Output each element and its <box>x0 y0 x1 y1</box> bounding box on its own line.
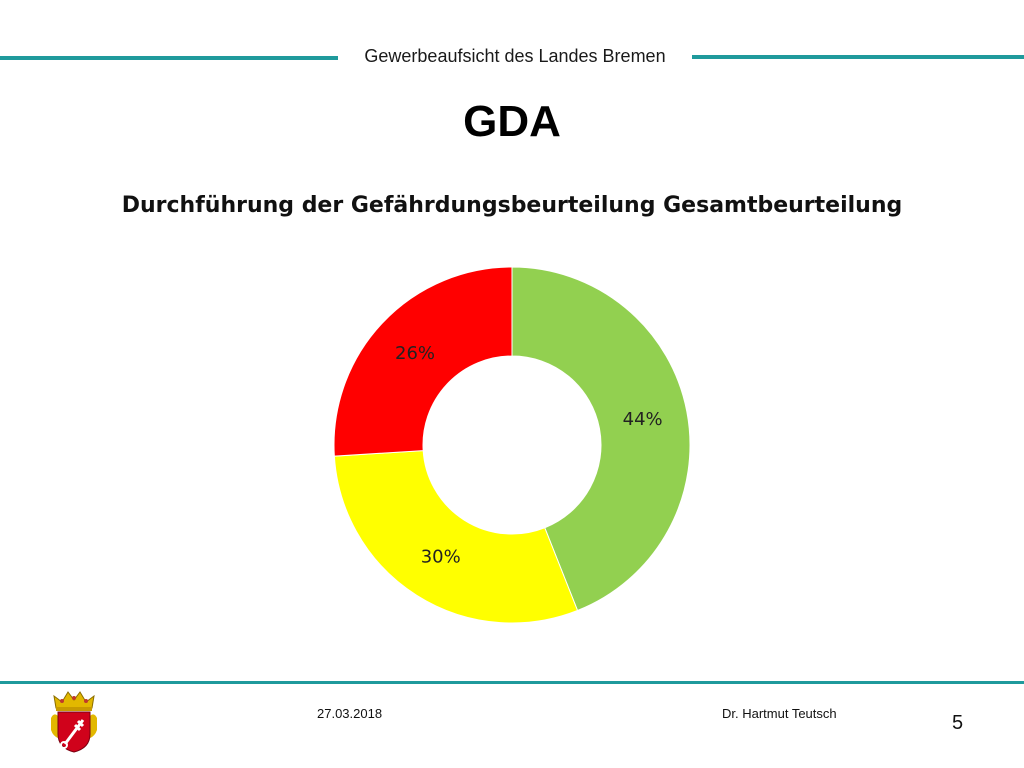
slide-title: GDA <box>463 97 561 146</box>
footer-rule <box>0 681 1024 684</box>
slice-label: 30% <box>421 546 461 567</box>
footer-author: Dr. Hartmut Teutsch <box>722 706 837 721</box>
bremen-coat-of-arms-icon <box>51 691 97 753</box>
donut-slice <box>511 266 691 612</box>
footer-date: 27.03.2018 <box>317 706 383 721</box>
slice-label: 44% <box>623 409 663 430</box>
donut-slice <box>333 450 579 624</box>
chart-title: Durchführung der Gefährdungsbeurteilung … <box>121 193 903 218</box>
header-rule-right <box>692 55 1024 59</box>
header-organization: Gewerbeaufsicht des Landes Bremen <box>364 46 666 66</box>
donut-slice <box>333 266 513 457</box>
slice-label: 26% <box>395 343 435 364</box>
page-number: 5 <box>952 712 964 734</box>
header-rule-left <box>0 56 338 60</box>
